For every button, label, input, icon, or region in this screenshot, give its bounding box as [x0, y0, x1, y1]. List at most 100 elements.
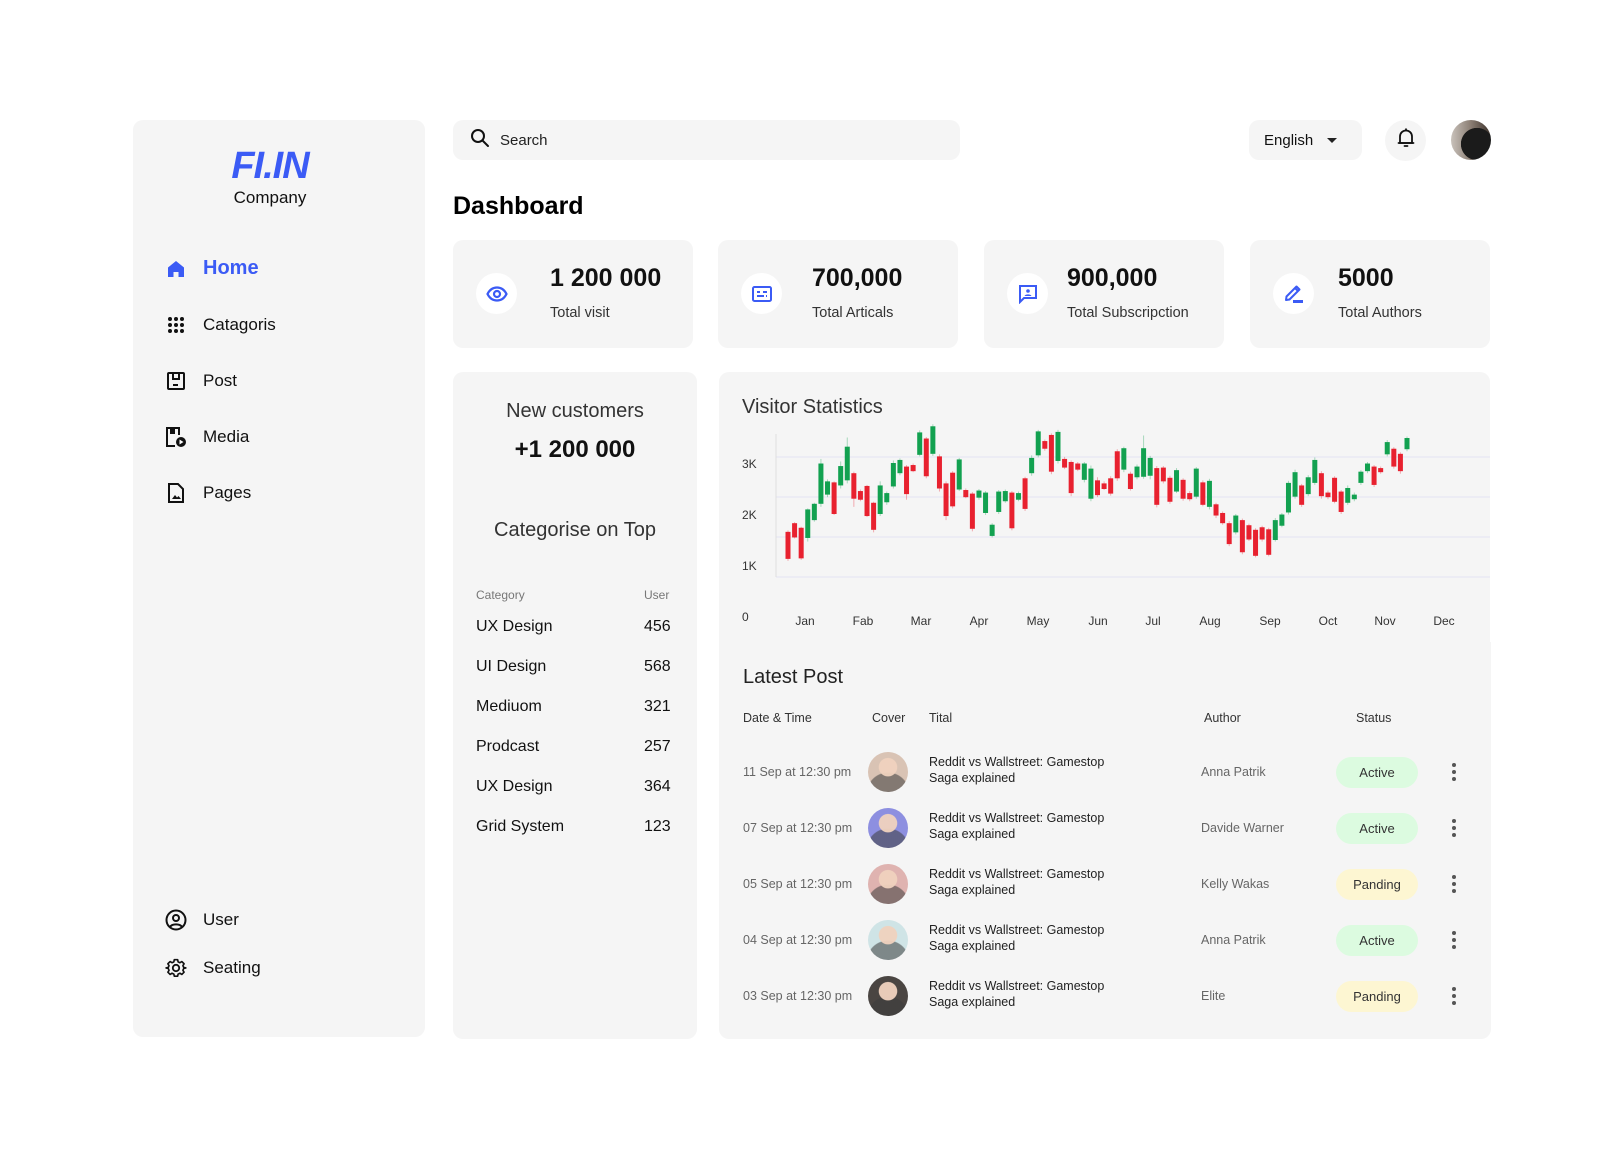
candlestick-chart: 3K 2K 1K 0 Jan Fab Mar Apr May Jun Jul Aug Sep Oct Nov…	[742, 424, 1490, 628]
post-row[interactable]: 11 Sep at 12:30 pm Reddit vs Wallstreet:…	[719, 750, 1491, 794]
sidebar: FI.IN Company Home Catagoris Post Media	[133, 120, 425, 1037]
more-options-icon[interactable]	[1448, 984, 1460, 1008]
column-header-cover: Cover	[872, 711, 906, 725]
category-users: 568	[644, 658, 671, 675]
category-row[interactable]: Grid System 123	[476, 818, 674, 836]
post-title[interactable]: Reddit vs Wallstreet: Gamestop Saga expla…	[929, 811, 1105, 841]
sidebar-item-home[interactable]: Home	[165, 257, 259, 280]
post-cover-image[interactable]	[868, 864, 908, 904]
more-options-icon[interactable]	[1448, 816, 1460, 840]
stat-card-total-authors: 5000 Total Authors	[1250, 240, 1490, 348]
category-users: 257	[644, 738, 671, 755]
sidebar-item-label: User	[203, 910, 239, 929]
latest-post-title: Latest Post	[743, 666, 844, 688]
sidebar-item-media[interactable]: Media	[165, 426, 249, 448]
stat-value: 700,000	[812, 264, 903, 292]
sidebar-item-label: Pages	[203, 483, 252, 502]
search-icon	[470, 128, 490, 153]
gear-icon	[165, 957, 187, 979]
category-row[interactable]: UX Design 456	[476, 618, 674, 636]
article-icon	[741, 273, 782, 314]
categories-panel: New customers +1 200 000 Categorise on T…	[453, 372, 697, 1039]
post-title[interactable]: Reddit vs Wallstreet: Gamestop Saga expla…	[929, 755, 1105, 785]
category-row[interactable]: Prodcast 257	[476, 738, 674, 756]
post-date: 03 Sep at 12:30 pm	[743, 989, 853, 1003]
column-header-status: Status	[1356, 711, 1392, 725]
category-row[interactable]: Mediuom 321	[476, 698, 674, 716]
post-author: Kelly Wakas	[1201, 877, 1270, 891]
svg-text:Jan: Jan	[795, 614, 814, 628]
sidebar-item-user[interactable]: User	[165, 909, 239, 931]
search-input[interactable]	[500, 131, 920, 149]
new-customers-value: +1 200 000	[514, 436, 636, 463]
post-author: Elite	[1201, 989, 1226, 1003]
svg-text:Mar: Mar	[911, 614, 932, 628]
post-row[interactable]: 07 Sep at 12:30 pm Reddit vs Wallstreet:…	[719, 806, 1491, 850]
post-author: Davide Warner	[1201, 821, 1284, 835]
column-header-user: User	[644, 588, 670, 602]
sidebar-item-pages[interactable]: Pages	[165, 482, 251, 504]
category-users: 456	[644, 618, 671, 635]
post-title[interactable]: Reddit vs Wallstreet: Gamestop Saga expla…	[929, 923, 1105, 953]
stat-value: 900,000	[1067, 264, 1158, 292]
column-header-category: Category	[476, 588, 525, 602]
category-row[interactable]: UI Design 568	[476, 658, 674, 676]
sidebar-item-seating[interactable]: Seating	[165, 957, 261, 979]
more-options-icon[interactable]	[1448, 928, 1460, 952]
status-badge: Panding	[1336, 869, 1418, 900]
svg-text:2K: 2K	[742, 508, 757, 522]
search-bar[interactable]	[453, 120, 960, 160]
post-date: 05 Sep at 12:30 pm	[743, 877, 853, 891]
user-avatar[interactable]	[1451, 120, 1491, 160]
post-row[interactable]: 04 Sep at 12:30 pm Reddit vs Wallstreet:…	[719, 918, 1491, 962]
category-users: 123	[644, 818, 671, 835]
column-header-date: Date & Time	[743, 711, 812, 725]
category-name: UI Design	[476, 658, 547, 675]
svg-text:1K: 1K	[742, 559, 757, 573]
bell-icon	[1396, 127, 1416, 154]
stat-label: Total visit	[550, 305, 610, 321]
post-row[interactable]: 05 Sep at 12:30 pm Reddit vs Wallstreet:…	[719, 862, 1491, 906]
svg-text:3K: 3K	[742, 457, 757, 471]
post-author: Anna Patrik	[1201, 765, 1266, 779]
post-title[interactable]: Reddit vs Wallstreet: Gamestop Saga expla…	[929, 979, 1105, 1009]
media-icon	[165, 426, 187, 448]
top-categories-title: Categorise on Top	[494, 519, 656, 541]
svg-text:Oct: Oct	[1319, 614, 1338, 628]
user-circle-icon	[165, 909, 187, 931]
post-date: 07 Sep at 12:30 pm	[743, 821, 853, 835]
category-name: Prodcast	[476, 738, 540, 755]
column-header-title: Tital	[929, 711, 953, 725]
svg-text:May: May	[1027, 614, 1050, 628]
post-author: Anna Patrik	[1201, 933, 1266, 947]
latest-post-panel: Latest Post Date & Time Cover Tital Auth…	[719, 642, 1491, 1039]
svg-text:Sep: Sep	[1259, 614, 1281, 628]
grid-dots-icon	[165, 314, 187, 336]
language-select[interactable]: English	[1249, 120, 1362, 160]
post-title[interactable]: Reddit vs Wallstreet: Gamestop Saga expla…	[929, 867, 1105, 897]
post-cover-image[interactable]	[868, 920, 908, 960]
post-cover-image[interactable]	[868, 808, 908, 848]
page-title: Dashboard	[453, 192, 584, 220]
svg-text:Aug: Aug	[1199, 614, 1220, 628]
svg-text:Apr: Apr	[970, 614, 989, 628]
post-date: 04 Sep at 12:30 pm	[743, 933, 853, 947]
pen-icon	[1273, 273, 1314, 314]
home-icon	[165, 258, 187, 280]
logo[interactable]: FI.IN Company	[133, 146, 407, 208]
sidebar-item-catagoris[interactable]: Catagoris	[165, 314, 276, 336]
status-badge: Panding	[1336, 981, 1418, 1012]
more-options-icon[interactable]	[1448, 760, 1460, 784]
sidebar-item-label: Seating	[203, 958, 261, 977]
category-row[interactable]: UX Design 364	[476, 778, 674, 796]
logo-mark: FI.IN	[231, 145, 309, 187]
more-options-icon[interactable]	[1448, 872, 1460, 896]
notification-button[interactable]	[1385, 120, 1426, 161]
stat-card-total-articals: 700,000 Total Articals	[718, 240, 958, 348]
sidebar-item-label: Media	[203, 427, 250, 446]
svg-text:Fab: Fab	[853, 614, 874, 628]
post-cover-image[interactable]	[868, 752, 908, 792]
post-row[interactable]: 03 Sep at 12:30 pm Reddit vs Wallstreet:…	[719, 974, 1491, 1018]
sidebar-item-post[interactable]: Post	[165, 370, 237, 392]
post-cover-image[interactable]	[868, 976, 908, 1016]
